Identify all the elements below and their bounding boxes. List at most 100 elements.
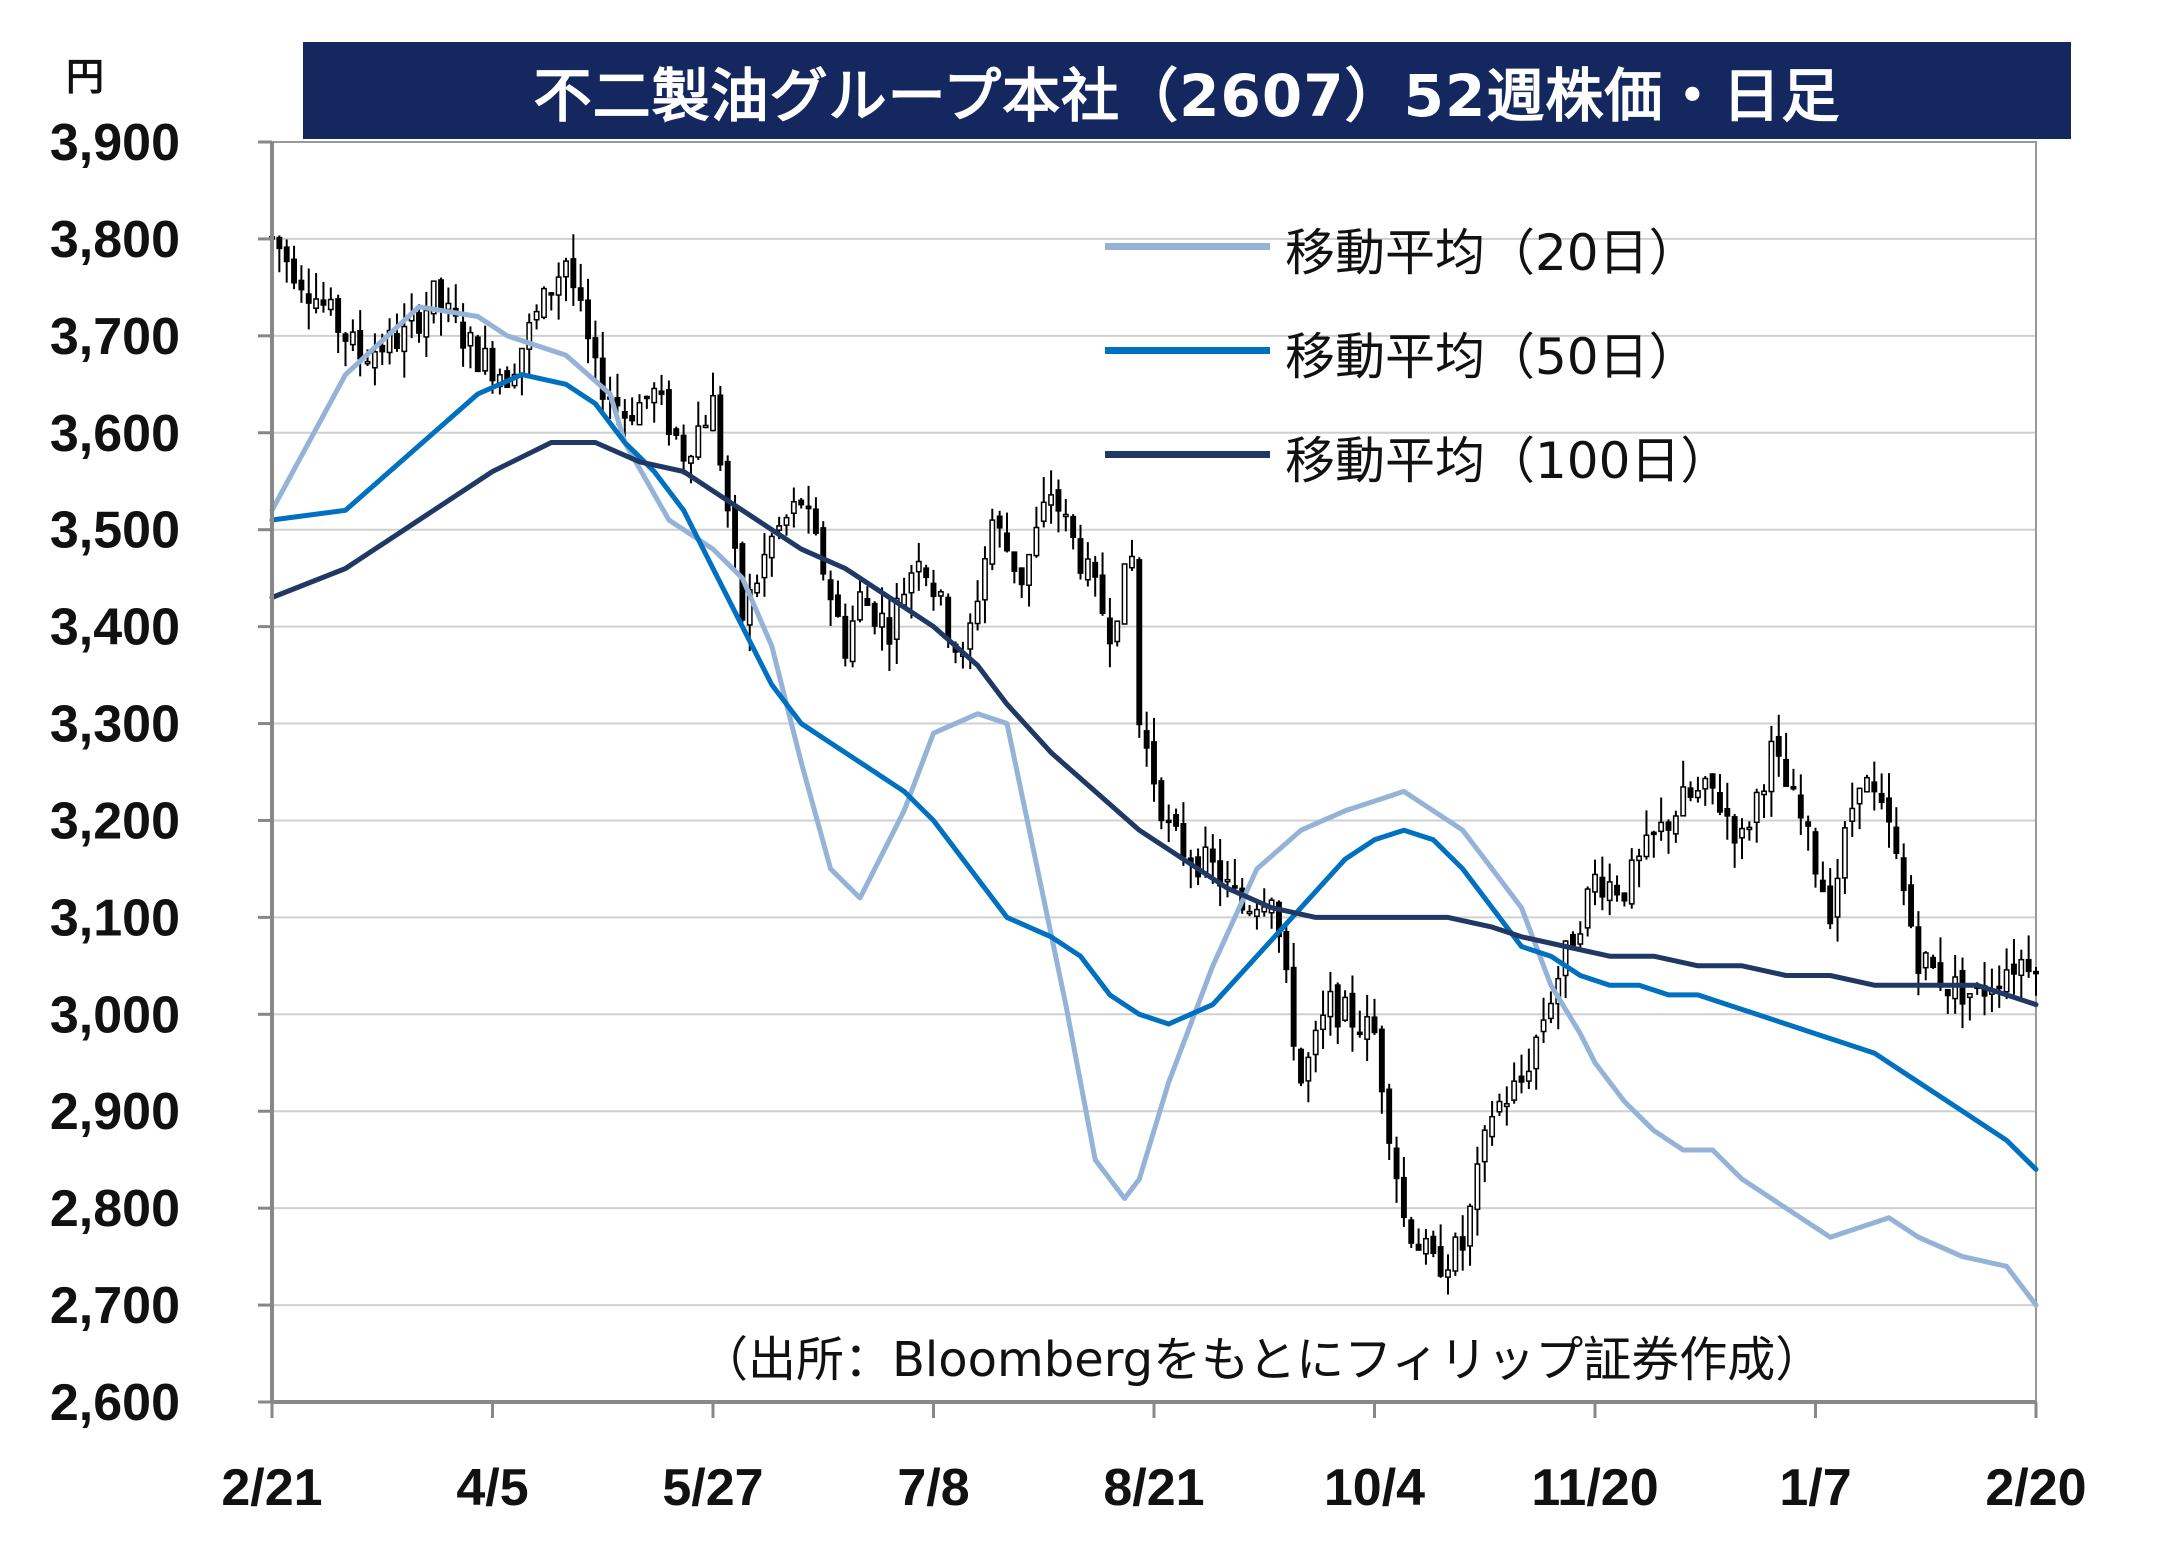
- y-tick-label: 3,800: [50, 211, 180, 269]
- candle-body: [1349, 992, 1356, 1028]
- candle-body: [342, 333, 349, 342]
- candle: [533, 304, 540, 330]
- y-tick-labels: 3,900 3,800 3,700 3,600 3,500 3,400 3,300 3,200…: [50, 114, 180, 1432]
- candle-body: [1614, 884, 1620, 896]
- candle-body: [1915, 926, 1922, 974]
- candle-body: [1797, 794, 1804, 819]
- legend-swatch-ma50: [1105, 347, 1270, 354]
- candle: [1540, 997, 1547, 1043]
- candle: [1283, 920, 1290, 983]
- candle: [1709, 773, 1716, 805]
- candle: [1158, 777, 1165, 830]
- candle: [1694, 776, 1701, 803]
- candle-body: [276, 236, 283, 250]
- candle: [1327, 971, 1334, 1036]
- candle: [1298, 1047, 1304, 1087]
- candle-body: [989, 519, 996, 565]
- candle-body: [548, 292, 555, 296]
- candle: [1033, 506, 1040, 558]
- candle-body: [1452, 1236, 1459, 1272]
- legend-label-ma100: 移動平均（100日）: [1285, 432, 1731, 490]
- x-tick-label: 10/4: [1324, 1459, 1425, 1517]
- candle-body: [1849, 807, 1856, 822]
- candle-body: [1496, 1100, 1503, 1113]
- candle: [1268, 897, 1275, 929]
- ma20-line: [269, 304, 2039, 1308]
- x-tick-labels: 2/21 4/5 5/27 7/8 8/21 10/4 11/20 1/7 2/20: [221, 1459, 2086, 1517]
- candle-body: [599, 357, 606, 400]
- candle-body: [783, 516, 790, 526]
- candle-body: [790, 501, 797, 514]
- chart-title: 不二製油グループ本社（2607）52週株価・日足: [533, 61, 1841, 130]
- candle-body: [665, 389, 672, 436]
- candle: [1525, 1048, 1532, 1090]
- candle-body: [1305, 1056, 1312, 1082]
- candle-body: [1790, 786, 1797, 790]
- candle-body: [1533, 1036, 1540, 1070]
- candle: [1650, 830, 1657, 858]
- candle: [827, 570, 834, 627]
- candle: [1062, 498, 1069, 532]
- legend-item-ma50: 移動平均（50日）: [1105, 309, 1865, 389]
- candle: [1547, 991, 1554, 1024]
- candle: [842, 603, 849, 667]
- candle-body: [974, 600, 981, 625]
- candle-body: [710, 394, 716, 432]
- candle-body: [2025, 958, 2032, 973]
- y-tick-label: 3,300: [50, 696, 180, 754]
- y-tick-label: 3,400: [50, 599, 180, 657]
- candle: [923, 564, 930, 587]
- candle: [1533, 1034, 1540, 1090]
- candle: [1445, 1254, 1451, 1295]
- candle-body: [379, 344, 386, 353]
- candle-body: [1283, 931, 1290, 971]
- candle-body: [1702, 777, 1709, 790]
- candle: [1253, 902, 1260, 930]
- candle-body: [1040, 501, 1047, 522]
- candle-body: [1650, 831, 1657, 836]
- candle: [1136, 557, 1143, 738]
- candle: [658, 374, 665, 406]
- candle-body: [1856, 787, 1863, 805]
- candle-body: [1944, 988, 1951, 997]
- candle: [915, 543, 922, 591]
- candle: [1217, 838, 1224, 907]
- candle: [805, 485, 812, 534]
- x-tick-label: 4/5: [456, 1459, 528, 1517]
- candle-body: [1672, 815, 1679, 835]
- candle-body: [1334, 984, 1341, 1028]
- candle-body: [732, 504, 738, 549]
- candle: [702, 414, 709, 429]
- candle: [665, 380, 672, 446]
- candle-body: [1547, 1002, 1554, 1020]
- candle-body: [688, 455, 694, 464]
- candle-body: [1511, 1080, 1518, 1101]
- candle-body: [1746, 826, 1753, 831]
- candle: [423, 291, 430, 357]
- candle-body: [835, 594, 841, 617]
- candle: [982, 546, 988, 624]
- candle: [1467, 1203, 1473, 1266]
- candle: [1702, 776, 1709, 806]
- y-tick-label: 2,800: [50, 1180, 180, 1238]
- candle: [1165, 804, 1172, 843]
- candle-body: [1930, 956, 1937, 969]
- candle: [1717, 774, 1723, 816]
- candle: [1364, 994, 1371, 1061]
- candle-body: [364, 360, 371, 365]
- candle-body: [996, 515, 1003, 529]
- candle-body: [1173, 814, 1179, 827]
- candle-body: [1525, 1070, 1532, 1082]
- candle-body: [291, 258, 297, 284]
- y-tick-label: 3,500: [50, 502, 180, 560]
- candle: [394, 313, 400, 352]
- candle-body: [1709, 773, 1716, 789]
- candle-body: [1129, 555, 1135, 569]
- candle: [416, 304, 422, 343]
- candle-body: [1599, 876, 1606, 898]
- candle: [1452, 1232, 1459, 1277]
- candle-body: [1408, 1219, 1415, 1244]
- candle-body: [1753, 791, 1760, 824]
- candle-body: [1371, 1016, 1378, 1034]
- candle: [592, 320, 599, 381]
